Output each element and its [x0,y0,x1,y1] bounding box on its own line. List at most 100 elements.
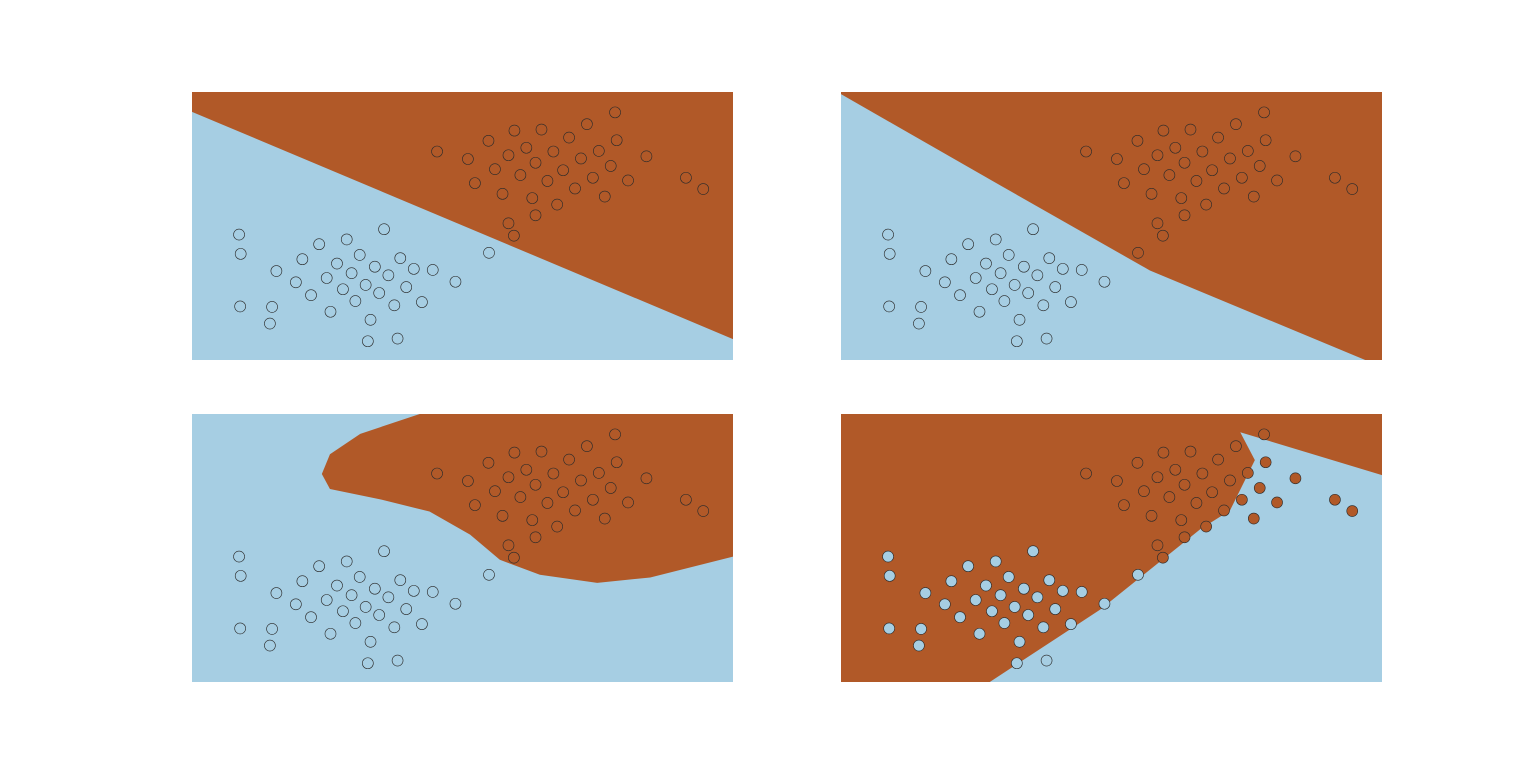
panel [841,414,1382,682]
data-point [400,603,413,615]
data-point [362,335,374,348]
data-point [526,514,539,526]
data-point [270,587,283,599]
decision-region [321,414,733,583]
data-point [680,493,692,506]
data-point [998,295,1011,307]
data-point [1027,545,1039,558]
data-point [969,594,982,606]
data-point [962,238,974,251]
data-point [1230,118,1242,130]
data-point [1131,456,1144,469]
data-point [489,485,501,497]
data-point [426,264,439,276]
data-point [426,586,439,598]
data-point [514,169,527,181]
data-point [598,512,611,525]
data-point [1242,467,1254,479]
data-point [1157,229,1169,242]
data-point [569,182,581,195]
data-point [915,301,927,313]
data-point [541,175,554,187]
data-point [593,467,605,479]
data-point [581,440,593,452]
data-point [1258,428,1270,441]
data-point [353,249,366,261]
data-point [1132,247,1144,259]
data-point [913,317,925,330]
data-point [529,531,542,544]
data-point [1098,275,1111,288]
data-point [1190,497,1203,509]
data-point [400,281,413,293]
data-point [324,627,337,640]
data-point [610,456,623,469]
data-point [1118,499,1130,511]
data-point [913,639,925,652]
data-point [331,257,343,270]
data-point [1178,209,1191,222]
data-point [508,551,520,564]
data-point [883,622,895,635]
data-point [697,505,710,517]
data-point [1196,145,1209,158]
data-point [1013,635,1026,648]
data-point [1013,313,1026,326]
data-point [514,491,527,503]
data-point [431,467,443,480]
data-point [529,478,542,491]
data-point [296,575,309,588]
data-point [378,223,390,236]
data-point [1329,171,1341,184]
data-point [408,263,420,275]
data-point [482,134,495,147]
data-point [1057,585,1069,597]
data-point [469,499,481,511]
data-point [697,183,710,195]
data-point [290,276,302,289]
data-point [462,153,474,165]
data-point [1040,654,1053,667]
data-point [305,289,317,301]
decision-region [192,92,733,340]
data-point [1138,485,1150,497]
data-point [233,228,245,241]
data-point [557,486,569,499]
data-point [296,253,309,266]
data-point [382,269,395,282]
panel [192,92,733,360]
data-point [1080,467,1092,480]
data-point [969,272,982,284]
data-point [1218,182,1230,195]
data-point [1224,474,1236,487]
data-point [994,267,1007,279]
data-point [1145,188,1158,200]
data-point [622,496,634,509]
data-point [349,295,362,307]
data-point [1206,486,1218,499]
data-point [1242,145,1254,157]
data-point [1075,264,1088,276]
data-point [919,587,932,599]
data-point [1065,296,1077,308]
data-point [563,453,575,466]
data-point [551,520,563,533]
data-point [994,589,1007,601]
data-point [266,623,278,635]
data-point [1027,223,1039,236]
data-point [680,171,692,184]
data-point [394,574,407,586]
data-point [883,300,895,313]
data-point [587,493,599,506]
data-point [919,265,932,277]
data-point [1157,124,1170,137]
data-point [508,446,521,459]
data-point [1230,440,1242,452]
data-point [989,555,1002,568]
data-point [324,305,337,318]
data-point [640,150,653,163]
data-point [1011,335,1023,348]
data-point [496,188,509,200]
data-point [1031,269,1044,282]
data-point [1178,478,1191,491]
